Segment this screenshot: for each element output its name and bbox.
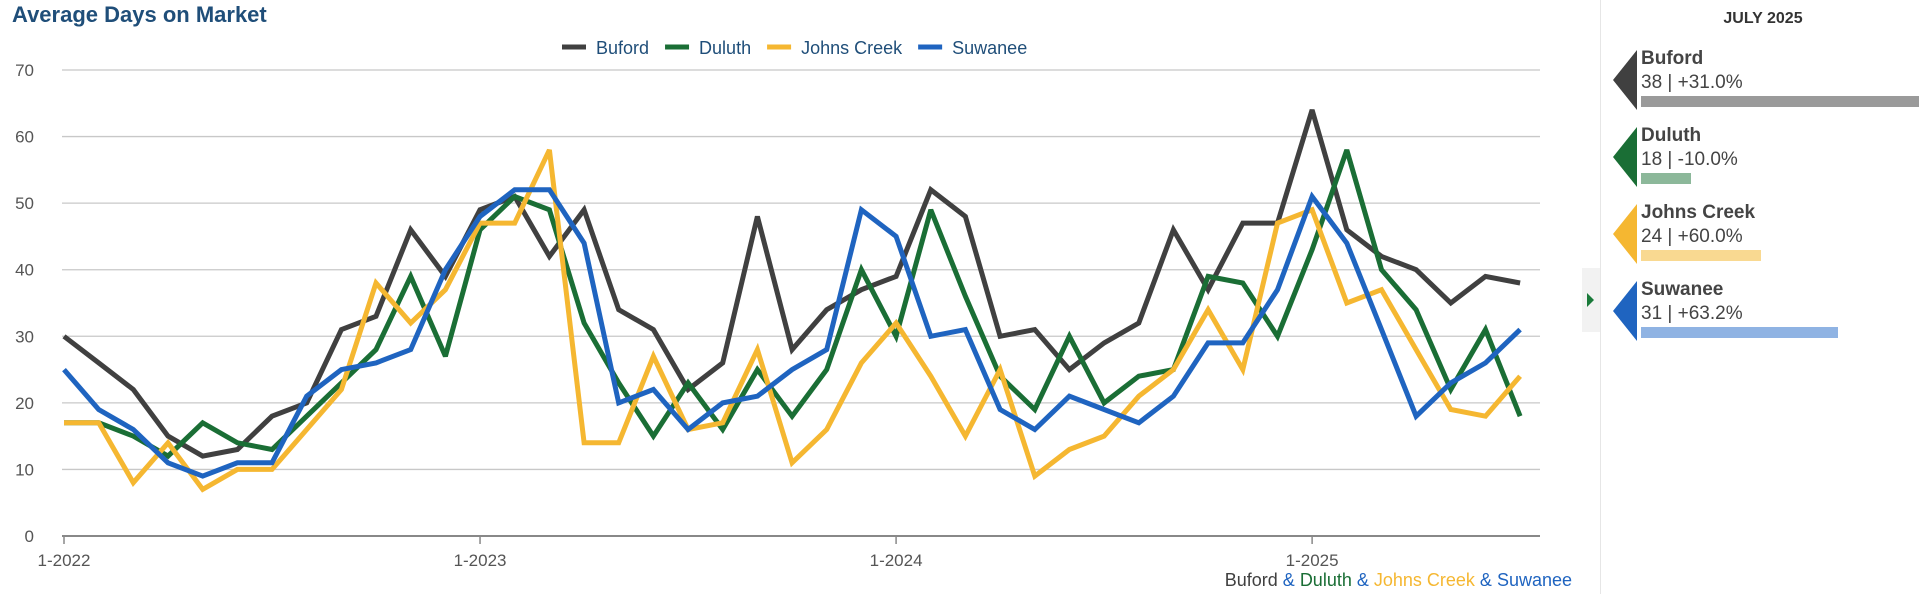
- legend-label: Suwanee: [952, 38, 1027, 58]
- card-name: Buford: [1641, 48, 1704, 69]
- card-value: 18 | -10.0%: [1641, 149, 1738, 170]
- card-name: Johns Creek: [1641, 202, 1756, 223]
- legend-item-suwanee[interactable]: Suwanee: [918, 38, 1027, 58]
- sidebar-toggle[interactable]: [1582, 268, 1600, 332]
- legend-item-johns-creek[interactable]: Johns Creek: [767, 38, 903, 58]
- legend-label: Buford: [596, 38, 649, 58]
- y-tick-label: 50: [15, 194, 34, 213]
- triangle-marker-icon: [1613, 50, 1637, 110]
- summary-card-buford[interactable]: Buford 38 | +31.0%: [1601, 48, 1924, 118]
- legend[interactable]: Buford Duluth Johns Creek Suwanee: [562, 38, 1027, 58]
- y-tick-label: 60: [15, 128, 34, 147]
- y-tick-label: 10: [15, 460, 34, 479]
- legend-item-duluth[interactable]: Duluth: [665, 38, 751, 58]
- x-tick-label: 1-2025: [1286, 551, 1339, 570]
- period-label: JULY 2025: [1723, 10, 1803, 27]
- x-tick-label: 1-2024: [870, 551, 923, 570]
- footer-name: Duluth: [1299, 570, 1352, 590]
- footer-series-names: Buford & Duluth & Johns Creek & Suwanee: [1225, 570, 1572, 591]
- chart-title: Average Days on Market: [12, 2, 267, 27]
- y-tick-label: 0: [25, 527, 34, 546]
- y-axis-ticks: 0 10 20 30 40 50 60 70: [15, 61, 34, 546]
- series-line-johns-creek[interactable]: [64, 148, 1522, 493]
- footer-name: Buford: [1224, 570, 1278, 590]
- y-tick-label: 20: [15, 394, 34, 413]
- footer-name: Johns Creek: [1373, 570, 1475, 590]
- footer-separator: &: [1351, 570, 1374, 590]
- triangle-marker-icon: [1613, 127, 1637, 187]
- card-value: 24 | +60.0%: [1641, 226, 1743, 247]
- x-tick-label: 1-2022: [38, 551, 91, 570]
- x-tick-label: 1-2023: [454, 551, 507, 570]
- change-bar: [1641, 96, 1919, 107]
- summary-card-johns-creek[interactable]: Johns Creek 24 | +60.0%: [1601, 202, 1924, 272]
- series-line-duluth[interactable]: [64, 149, 1523, 460]
- change-bar: [1641, 250, 1761, 261]
- footer-separator: &: [1277, 570, 1300, 590]
- card-value: 38 | +31.0%: [1641, 72, 1743, 93]
- triangle-marker-icon: [1613, 281, 1637, 341]
- footer-name: Suwanee: [1496, 570, 1572, 590]
- card-name: Suwanee: [1641, 279, 1724, 300]
- series-line-buford[interactable]: [62, 109, 1521, 459]
- series-line-suwanee[interactable]: [62, 187, 1522, 479]
- summary-sidebar: JULY 2025 Buford 38 | +31.0% Duluth 18 | -1…: [1600, 0, 1924, 594]
- change-bar: [1641, 173, 1691, 184]
- legend-item-buford[interactable]: Buford: [562, 38, 649, 58]
- series-lines: [62, 109, 1523, 493]
- line-chart: 0 10 20 30 40 50 60 70 1-2022 1-2023 1-2024 1-2025…: [15, 38, 1540, 570]
- card-value: 31 | +63.2%: [1641, 303, 1743, 324]
- summary-card-duluth[interactable]: Duluth 18 | -10.0%: [1601, 125, 1924, 195]
- y-tick-label: 40: [15, 261, 34, 280]
- y-tick-label: 30: [15, 327, 34, 346]
- change-bar: [1641, 327, 1838, 338]
- caret-right-icon: [1587, 293, 1594, 307]
- legend-label: Johns Creek: [801, 38, 903, 58]
- footer-separator: &: [1474, 570, 1497, 590]
- x-axis-ticks: 1-2022 1-2023 1-2024 1-2025: [38, 536, 1339, 570]
- legend-label: Duluth: [699, 38, 751, 58]
- triangle-marker-icon: [1613, 204, 1637, 264]
- card-name: Duluth: [1641, 125, 1702, 146]
- y-tick-label: 70: [15, 61, 34, 80]
- summary-card-suwanee[interactable]: Suwanee 31 | +63.2%: [1601, 279, 1924, 349]
